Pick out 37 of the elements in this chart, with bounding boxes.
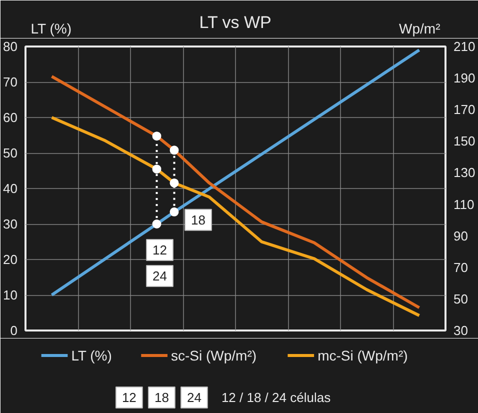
y2-tick-label: 150 [454,134,476,149]
chart-title: LT vs WP [199,13,272,32]
legend-label: sc-Si (Wp/m²) [171,348,257,364]
point [170,178,179,188]
y-tick-label: 50 [3,146,18,160]
text: 12 / 18 / 24 células [221,390,332,405]
y2-tick-label: 190 [454,70,476,86]
point [152,132,162,141]
y-tick-label: 20 [3,252,18,267]
y-axis-title: LT (%) [30,20,72,36]
point [170,146,179,155]
y2-tick-label: 70 [454,260,468,275]
y2-tick-label: 110 [454,196,474,212]
y2-tick-label: 50 [454,291,468,306]
y-tick-label: 60 [3,110,18,125]
legend-label: LT (%) [71,348,112,364]
y-tick-label: 30 [3,216,18,232]
y2-tick-label: 130 [454,165,476,180]
text: 24 [186,390,202,405]
y2-tick-label: 30 [454,323,468,338]
annotation: 12 [152,242,167,258]
y2-tick-label: 210 [454,39,476,54]
line-series [50,116,421,318]
annotation: 24 [152,268,167,284]
text: 12 [122,390,136,405]
y2-axis-title: Wp/m² [399,20,441,36]
text: 18 [154,390,169,405]
annotation: 18 [191,212,206,228]
y-tick-label: 10 [3,288,18,302]
y-tick-label: 70 [3,74,18,90]
y-tick-label: 80 [3,39,18,54]
y-tick-label: 40 [3,181,18,196]
y2-tick-label: 90 [454,228,468,244]
y2-tick-label: 170 [454,102,476,118]
legend-label: mc-Si (Wp/m²) [318,348,408,364]
point [152,164,162,174]
y-tick-label: 0 [10,323,18,338]
